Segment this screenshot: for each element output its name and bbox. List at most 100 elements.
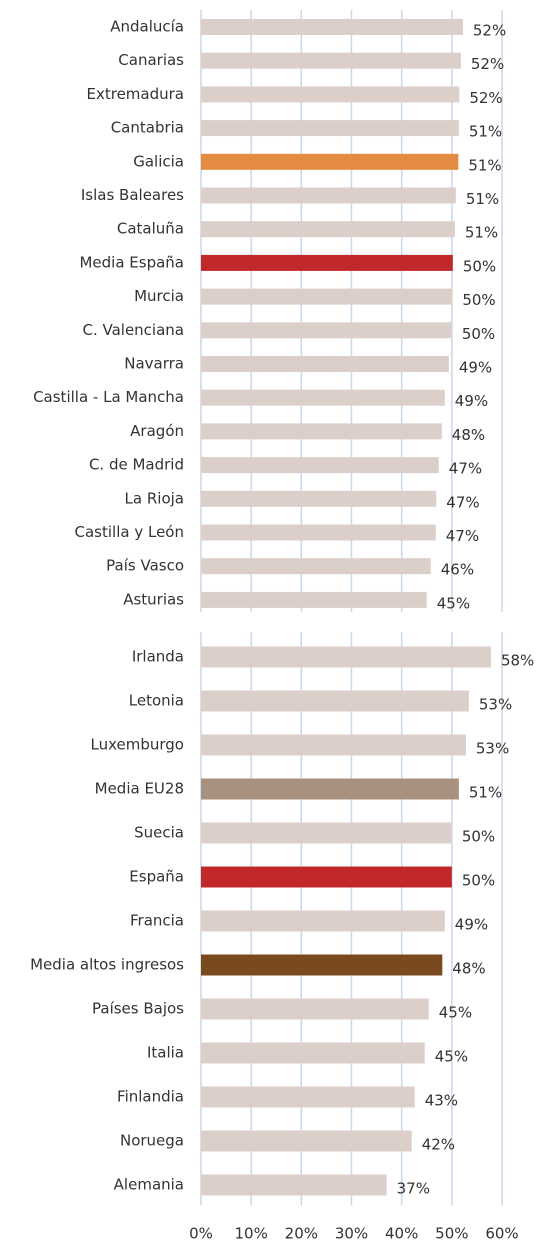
bar: [201, 1086, 415, 1108]
category-label: Andalucía: [110, 18, 184, 36]
category-label: Extremadura: [87, 85, 185, 103]
bar: [201, 690, 469, 712]
value-label: 46%: [441, 561, 474, 579]
value-label: 45%: [439, 1004, 472, 1022]
x-tick-label: 0%: [189, 1225, 213, 1243]
category-label: España: [129, 868, 184, 886]
value-label: 43%: [425, 1092, 458, 1110]
bar: [201, 120, 459, 137]
category-label: Media España: [79, 253, 184, 271]
bar: [201, 558, 431, 575]
bar: [201, 389, 445, 406]
category-label: Noruega: [120, 1132, 184, 1150]
value-label: 50%: [462, 828, 495, 846]
bar: [201, 322, 452, 339]
value-label: 51%: [468, 156, 501, 174]
value-label: 49%: [455, 916, 488, 934]
bar: [201, 591, 427, 608]
bar: [201, 490, 437, 507]
bar: [201, 778, 459, 800]
value-label: 52%: [473, 22, 506, 40]
x-tick-label: 60%: [485, 1225, 518, 1243]
category-label: Media EU28: [95, 780, 184, 798]
category-label: La Rioja: [125, 489, 184, 507]
category-label: Islas Baleares: [81, 186, 184, 204]
category-label: Cataluña: [117, 220, 184, 238]
bar: [201, 866, 452, 888]
value-label: 37%: [397, 1180, 430, 1198]
bar: [201, 1130, 412, 1152]
bar: [201, 19, 463, 35]
category-label: Finlandia: [117, 1088, 184, 1106]
category-label: Francia: [130, 912, 184, 930]
category-label: Castilla y León: [75, 523, 184, 541]
bar: [201, 1174, 387, 1196]
value-label: 51%: [469, 784, 502, 802]
bar: [201, 356, 449, 372]
value-label: 50%: [462, 325, 495, 343]
x-tick-label: 50%: [435, 1225, 468, 1243]
bar: [201, 457, 439, 474]
value-label: 49%: [459, 359, 492, 377]
bar: [201, 423, 442, 440]
bar: [201, 734, 466, 756]
value-label: 50%: [463, 257, 496, 275]
category-label: Canarias: [118, 51, 184, 69]
value-label: 49%: [455, 392, 488, 410]
bar: [201, 153, 459, 170]
bar: [201, 822, 452, 844]
value-label: 45%: [435, 1048, 468, 1066]
bar: [201, 998, 429, 1020]
value-label: 51%: [466, 190, 499, 208]
bar: [201, 221, 455, 238]
category-label: Murcia: [134, 287, 184, 305]
category-label: Aragón: [130, 422, 184, 440]
category-label: Alemania: [114, 1176, 184, 1194]
category-label: Navarra: [124, 355, 184, 373]
x-tick-label: 10%: [234, 1225, 267, 1243]
value-label: 53%: [476, 740, 509, 758]
bar: [201, 187, 456, 204]
value-label: 52%: [469, 89, 502, 107]
category-label: Países Bajos: [92, 1000, 184, 1018]
x-tick-label: 20%: [285, 1225, 318, 1243]
bar: [201, 954, 443, 976]
value-label: 58%: [501, 652, 534, 670]
bar: [201, 254, 453, 271]
value-label: 45%: [437, 594, 470, 612]
bar: [201, 52, 461, 69]
category-label: Luxemburgo: [91, 736, 185, 754]
category-label: Irlanda: [132, 648, 184, 666]
x-tick-label: 30%: [335, 1225, 368, 1243]
value-label: 51%: [469, 123, 502, 141]
category-label: C. Valenciana: [82, 321, 184, 339]
category-label: País Vasco: [106, 557, 184, 575]
value-label: 48%: [452, 960, 485, 978]
value-label: 51%: [465, 224, 498, 242]
value-label: 48%: [452, 426, 485, 444]
bar: [201, 910, 445, 932]
value-label: 52%: [471, 55, 504, 73]
bar: [201, 646, 491, 668]
category-label: Galicia: [133, 152, 184, 170]
x-tick-label: 40%: [385, 1225, 418, 1243]
value-label: 47%: [446, 527, 479, 545]
category-label: Suecia: [134, 824, 184, 842]
value-label: 47%: [449, 460, 482, 478]
category-label: C. de Madrid: [89, 456, 184, 474]
bar: [201, 1042, 425, 1064]
value-label: 47%: [446, 493, 479, 511]
category-label: Media altos ingresos: [30, 956, 184, 974]
category-label: Letonia: [129, 692, 184, 710]
value-label: 53%: [479, 696, 512, 714]
category-label: Asturias: [123, 590, 184, 608]
category-label: Cantabria: [111, 119, 184, 137]
bar: [201, 288, 453, 305]
category-label: Italia: [147, 1044, 184, 1062]
value-label: 50%: [462, 291, 495, 309]
bar: [201, 524, 436, 541]
bar: [201, 86, 460, 103]
value-label: 50%: [462, 872, 495, 890]
category-label: Castilla - La Mancha: [33, 388, 184, 406]
